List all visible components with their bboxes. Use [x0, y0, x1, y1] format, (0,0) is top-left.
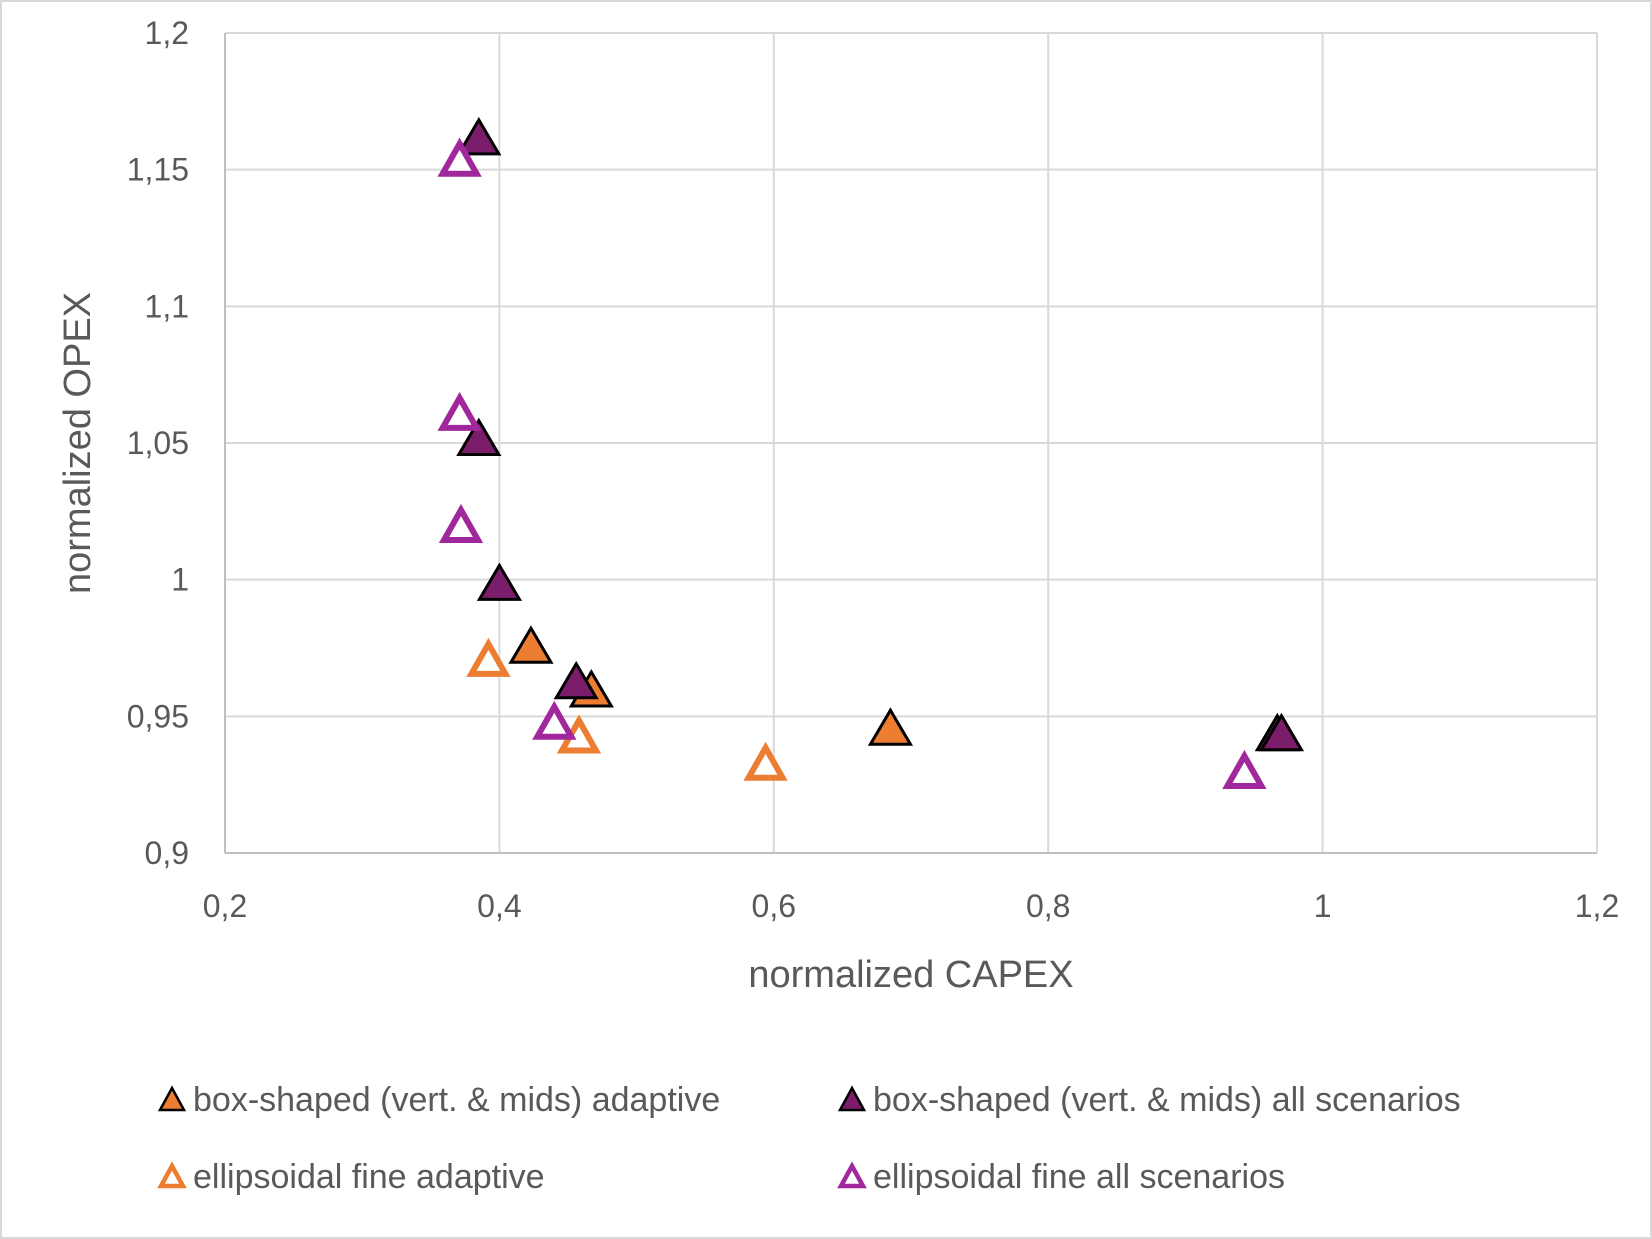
data-point — [437, 391, 482, 431]
data-point — [1258, 712, 1305, 752]
data-point — [466, 637, 511, 677]
data-point — [867, 707, 914, 746]
x-tick-label: 1,2 — [1575, 888, 1619, 924]
data-point — [743, 741, 788, 781]
data-point — [532, 700, 577, 740]
y-tick-label: 1,2 — [145, 15, 189, 51]
data-point — [508, 625, 554, 664]
legend-marker — [157, 1085, 187, 1112]
y-tick-label: 1,15 — [127, 152, 189, 188]
x-tick-label: 1 — [1314, 888, 1332, 924]
legend: box-shaped (vert. & mids) adaptive box-sh… — [157, 1081, 1461, 1196]
legend-marker — [837, 1085, 867, 1112]
y-tick-label: 0,95 — [127, 698, 189, 734]
y-axis-title: normalized OPEX — [57, 292, 99, 594]
x-tick-label: 0,2 — [203, 888, 247, 924]
data-point — [456, 417, 502, 457]
legend-marker — [837, 1161, 867, 1189]
x-tick-label: 0,4 — [477, 888, 521, 924]
x-tick-label: 0,8 — [1026, 888, 1070, 924]
data-point — [553, 660, 599, 700]
data-point — [438, 503, 484, 543]
data-point — [1222, 749, 1267, 789]
tick-labels: 0,9 0,95 1 1,05 1,1 1,15 1,2 0,2 0,4 0,6 0,8 1 1,2 — [127, 15, 1620, 924]
x-tick-label: 0,6 — [752, 888, 796, 924]
data-points — [437, 116, 1305, 789]
series-4 — [437, 137, 1267, 789]
legend-label: ellipsoidal fine adaptive — [193, 1158, 545, 1196]
y-tick-label: 1,05 — [127, 425, 189, 461]
legend-entry-3: ellipsoidal fine adaptive — [157, 1158, 545, 1196]
x-axis-title: normalized CAPEX — [748, 954, 1073, 996]
legend-marker — [157, 1161, 187, 1189]
legend-entry-1: box-shaped (vert. & mids) adaptive — [157, 1081, 720, 1119]
data-point — [476, 562, 523, 601]
legend-entry-4: ellipsoidal fine all scenarios — [837, 1158, 1285, 1196]
series-3 — [466, 637, 788, 781]
y-tick-label: 1,1 — [145, 288, 189, 324]
y-tick-label: 1 — [171, 562, 189, 598]
data-point — [456, 116, 502, 156]
axes — [224, 33, 1597, 854]
data-point — [437, 137, 482, 177]
legend-label: box-shaped (vert. & mids) all scenarios — [873, 1081, 1461, 1119]
y-tick-label: 0,9 — [145, 835, 189, 871]
series-2 — [456, 116, 1305, 752]
legend-entry-2: box-shaped (vert. & mids) all scenarios — [837, 1081, 1461, 1119]
legend-label: ellipsoidal fine all scenarios — [873, 1158, 1285, 1196]
legend-label: box-shaped (vert. & mids) adaptive — [193, 1081, 720, 1119]
